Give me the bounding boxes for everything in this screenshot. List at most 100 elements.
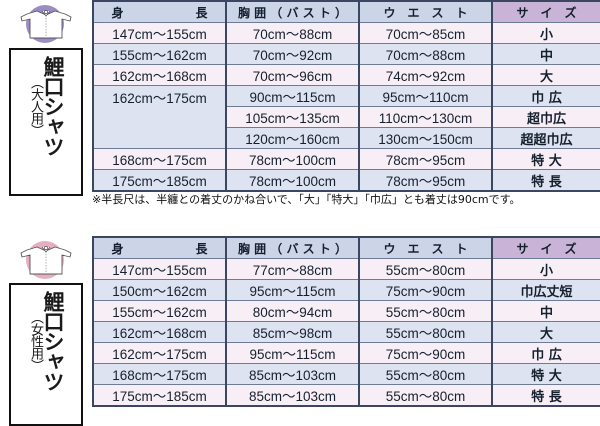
cell-bust: 70cm～88cm [225, 22, 360, 44]
section-adult: 鯉口シャツ （大人用） 身 長 胸 囲 （ バ ス ト ） ウ エ ス ト サ … [0, 0, 600, 210]
table-row: 162cm～175cm 95cm～115cm 75cm～90cm 巾 広 [92, 342, 600, 364]
section-women: 鯉口シャツ （女性用） 身 長 胸 囲 （ バ ス ト ） ウ エ ス ト サ … [0, 236, 600, 426]
cell-size: 巾 広 [491, 85, 600, 107]
cell-bust: 70cm～96cm [225, 64, 360, 86]
kimono-shirt-icon [18, 4, 74, 44]
table-row: 168cm～175cm 85cm～103cm 55cm～80cm 特 大 [92, 363, 600, 385]
col-header-waist: ウ エ ス ト [358, 236, 493, 259]
size-table-adult-wrap: 身 長 胸 囲 （ バ ス ト ） ウ エ ス ト サ イ ズ 147cm～15… [92, 0, 600, 192]
table-row: 150cm～162cm 95cm～115cm 75cm～90cm 巾広丈短 [92, 279, 600, 301]
table-row: 120cm～160cm 130cm～150cm 超超巾広 [93, 127, 600, 149]
table-row: 162cm～168cm 85cm～98cm 55cm～80cm 大 [92, 321, 600, 343]
cell-size: 特 大 [491, 148, 600, 170]
cell-height: 162cm～175cm [92, 342, 227, 364]
cell-waist: 75cm～90cm [358, 342, 493, 364]
col-header-height: 身 長 [92, 236, 227, 259]
cell-height: 168cm～175cm [92, 148, 227, 170]
product-name-box-adult: 鯉口シャツ （大人用） [9, 48, 83, 196]
cell-waist: 70cm～85cm [358, 22, 493, 44]
cell-bust: 70cm～92cm [225, 43, 360, 65]
cell-waist: 78cm～95cm [358, 169, 493, 192]
cell-waist: 110cm～130cm [358, 106, 493, 128]
cell-bust: 120cm～160cm [225, 127, 360, 149]
product-target-women: （女性用） [28, 311, 43, 372]
cell-bust: 85cm～103cm [225, 363, 360, 385]
table-row: 162cm～175cm 90cm～115cm 95cm～110cm 巾 広 [92, 85, 600, 149]
cell-height: 162cm～168cm [92, 321, 227, 343]
cell-bust: 85cm～98cm [225, 321, 360, 343]
cell-size: 小 [491, 258, 600, 280]
cell-size: 中 [491, 300, 600, 322]
col-header-height: 身 長 [92, 0, 227, 23]
cell-bust: 90cm～115cm [225, 85, 360, 107]
cell-height: 155cm～162cm [92, 43, 227, 65]
cell-bust: 80cm～94cm [225, 300, 360, 322]
cell-size: 小 [491, 22, 600, 44]
cell-height: 147cm～155cm [92, 22, 227, 44]
footnote-adult: ※半長尺は、半纏との着丈のかね合いで、「大」「特大」「巾広」とも着丈は90cmで… [92, 193, 521, 206]
cell-waist: 130cm～150cm [358, 127, 493, 149]
table-row: 147cm～155cm 70cm～88cm 70cm～85cm 小 [92, 22, 600, 44]
product-target-adult: （大人用） [28, 76, 43, 136]
cell-height: 175cm～185cm [92, 384, 227, 407]
cell-waist: 55cm～80cm [358, 363, 493, 385]
size-table-women: 身 長 胸 囲 （ バ ス ト ） ウ エ ス ト サ イ ズ 147cm～15… [92, 236, 600, 407]
cell-bust: 77cm～88cm [225, 258, 360, 280]
cell-size: 超超巾広 [491, 127, 600, 149]
cell-waist: 55cm～80cm [358, 321, 493, 343]
cell-size: 超巾広 [491, 106, 600, 128]
cell-height: 175cm～185cm [92, 169, 227, 192]
table-row: 175cm～185cm 78cm～100cm 78cm～95cm 特 長 [92, 169, 600, 192]
table-row: 147cm～155cm 77cm～88cm 55cm～80cm 小 [92, 258, 600, 280]
cell-waist: 55cm～80cm [358, 300, 493, 322]
kimono-shirt-icon [18, 240, 74, 279]
cell-waist: 55cm～80cm [358, 258, 493, 280]
cell-waist: 70cm～88cm [358, 43, 493, 65]
cell-size: 巾 広 [491, 342, 600, 364]
col-header-bust: 胸 囲 （ バ ス ト ） [225, 0, 360, 23]
cell-size: 大 [491, 64, 600, 86]
table-row: 162cm～168cm 70cm～96cm 74cm～92cm 大 [92, 64, 600, 86]
cell-waist: 95cm～110cm [358, 85, 493, 107]
cell-bust: 95cm～115cm [225, 342, 360, 364]
cell-height: 162cm～175cm [92, 85, 227, 149]
size-table-women-body: 147cm～155cm 77cm～88cm 55cm～80cm 小 150cm～162c… [92, 258, 600, 407]
product-name-box-women: 鯉口シャツ （女性用） [9, 283, 83, 426]
table-header-row: 身 長 胸 囲 （ バ ス ト ） ウ エ ス ト サ イ ズ [92, 0, 600, 23]
cell-size: 特 大 [491, 363, 600, 385]
cell-waist: 78cm～95cm [358, 148, 493, 170]
cell-bust: 78cm～100cm [225, 148, 360, 170]
table-header-row: 身 長 胸 囲 （ バ ス ト ） ウ エ ス ト サ イ ズ [92, 236, 600, 259]
cell-height: 162cm～168cm [92, 64, 227, 86]
cell-size: 特 長 [491, 384, 600, 407]
cell-waist: 55cm～80cm [358, 384, 493, 407]
cell-size: 大 [491, 321, 600, 343]
size-table-women-wrap: 身 長 胸 囲 （ バ ス ト ） ウ エ ス ト サ イ ズ 147cm～15… [92, 236, 600, 407]
cell-waist: 74cm～92cm [358, 64, 493, 86]
cell-bust: 105cm～135cm [225, 106, 360, 128]
col-header-size: サ イ ズ [491, 0, 600, 23]
product-name-adult: 鯉口シャツ [41, 56, 65, 156]
cell-waist: 75cm～90cm [358, 279, 493, 301]
col-header-waist: ウ エ ス ト [358, 0, 493, 23]
size-table-adult-body: 147cm～155cm 70cm～88cm 70cm～85cm 小 155cm～162c… [92, 22, 600, 192]
cell-height: 168cm～175cm [92, 363, 227, 385]
col-header-bust: 胸 囲 （ バ ス ト ） [225, 236, 360, 259]
table-row: 175cm～185cm 85cm～103cm 55cm～80cm 特 長 [92, 384, 600, 407]
table-row: 168cm～175cm 78cm～100cm 78cm～95cm 特 大 [92, 148, 600, 170]
cell-size: 巾広丈短 [491, 279, 600, 301]
cell-size: 特 長 [491, 169, 600, 192]
cell-height: 150cm～162cm [92, 279, 227, 301]
section-label-adult: 鯉口シャツ （大人用） [0, 0, 92, 210]
table-row: 155cm～162cm 70cm～92cm 70cm～88cm 中 [92, 43, 600, 65]
cell-bust: 78cm～100cm [225, 169, 360, 192]
product-name-women: 鯉口シャツ [41, 291, 65, 392]
cell-bust: 85cm～103cm [225, 384, 360, 407]
cell-height: 155cm～162cm [92, 300, 227, 322]
cell-bust: 95cm～115cm [225, 279, 360, 301]
section-label-women: 鯉口シャツ （女性用） [0, 236, 92, 426]
cell-size: 中 [491, 43, 600, 65]
size-table-adult: 身 長 胸 囲 （ バ ス ト ） ウ エ ス ト サ イ ズ 147cm～15… [92, 0, 600, 192]
table-row: 155cm～162cm 80cm～94cm 55cm～80cm 中 [92, 300, 600, 322]
cell-height: 147cm～155cm [92, 258, 227, 280]
